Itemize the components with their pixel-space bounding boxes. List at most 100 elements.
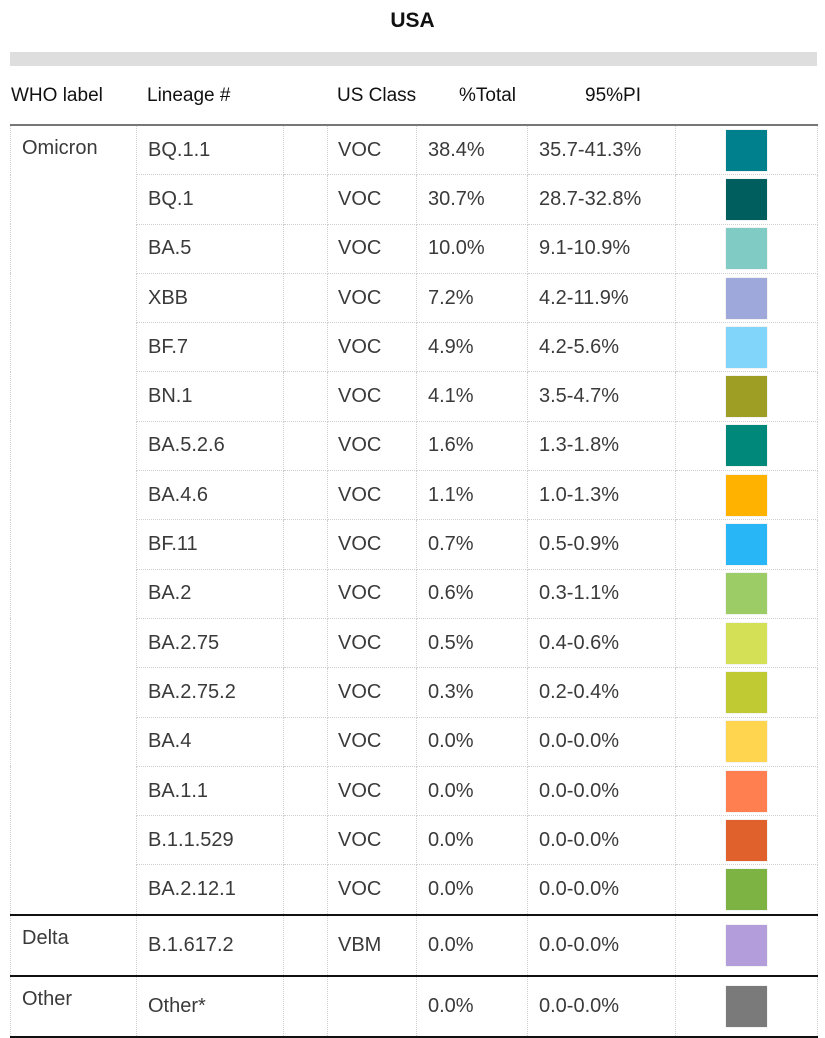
spacer-cell (283, 124, 328, 176)
pi-cell: 0.0-0.0% (527, 975, 676, 1038)
pi-cell: 0.0-0.0% (527, 766, 676, 817)
spacer-cell (283, 519, 328, 570)
table-row: BF.11 VOC 0.7% 0.5-0.9% (11, 519, 818, 570)
page-title: USA (390, 9, 435, 32)
lineage-cell: BF.7 (136, 322, 284, 373)
total-cell: 0.0% (416, 815, 528, 866)
lineage-cell: BA.2 (136, 569, 284, 619)
header-total: %Total (459, 85, 517, 106)
lineage-cell: BQ.1 (136, 174, 284, 225)
us-class-cell: VOC (327, 766, 417, 817)
total-cell: 10.0% (416, 224, 528, 274)
us-class-cell (327, 975, 417, 1038)
pi-cell: 3.5-4.7% (527, 371, 676, 422)
pi-cell: 9.1-10.9% (527, 224, 676, 274)
swatch-cell (675, 421, 818, 472)
total-cell: 38.4% (416, 124, 528, 176)
pi-cell: 35.7-41.3% (527, 124, 676, 176)
spacer-cell (283, 421, 328, 472)
lineage-cell: BA.2.12.1 (136, 864, 284, 916)
lineage-cell: BA.2.75 (136, 618, 284, 669)
color-swatch (726, 228, 767, 270)
total-cell: 0.0% (416, 766, 528, 817)
table-row: Other Other* 0.0% 0.0-0.0% (10, 975, 818, 1038)
color-swatch (726, 770, 767, 812)
us-class-cell: VOC (327, 569, 417, 619)
swatch-cell (675, 322, 818, 373)
who-label-cell: Omicron (10, 124, 137, 916)
table-row: XBB VOC 7.2% 4.2-11.9% (11, 273, 818, 324)
total-cell: 4.9% (416, 322, 528, 373)
total-cell: 7.2% (416, 273, 528, 324)
table-row: BF.7 VOC 4.9% 4.2-5.6% (11, 322, 818, 373)
lineage-cell: BA.5 (136, 224, 284, 274)
spacer-cell (283, 618, 328, 669)
total-cell: 0.0% (416, 975, 528, 1038)
color-swatch (726, 924, 767, 966)
table-row: BA.5 VOC 10.0% 9.1-10.9% (11, 224, 818, 274)
swatch-cell (675, 815, 818, 866)
lineage-cell: BF.11 (136, 519, 284, 570)
lineage-cell: XBB (136, 273, 284, 324)
pi-cell: 0.0-0.0% (527, 717, 676, 767)
table-row: Delta B.1.617.2 VBM 0.0% 0.0-0.0% (10, 913, 818, 977)
total-cell: 0.6% (416, 569, 528, 619)
spacer-cell (283, 667, 328, 718)
pi-cell: 0.4-0.6% (527, 618, 676, 669)
table-row: BQ.1 VOC 30.7% 28.7-32.8% (11, 174, 818, 225)
us-class-cell: VOC (327, 124, 417, 176)
total-cell: 4.1% (416, 371, 528, 422)
spacer-cell (283, 322, 328, 373)
table-row: BA.1.1 VOC 0.0% 0.0-0.0% (11, 766, 818, 817)
lineage-cell: BN.1 (136, 371, 284, 422)
color-swatch (726, 524, 767, 566)
table-row: Omicron BQ.1.1 VOC 38.4% 35.7-41.3% (10, 124, 818, 916)
swatch-cell (675, 470, 818, 521)
table-row: BA.4 VOC 0.0% 0.0-0.0% (11, 717, 818, 767)
total-cell: 0.7% (416, 519, 528, 570)
lineage-cell: B.1.1.529 (136, 815, 284, 866)
spacer-cell (283, 717, 328, 767)
table-row: BA.4.6 VOC 1.1% 1.0-1.3% (11, 470, 818, 521)
swatch-cell (675, 618, 818, 669)
spacer-cell (283, 975, 328, 1038)
swatch-cell (675, 519, 818, 570)
total-cell: 0.0% (416, 717, 528, 767)
us-class-cell: VOC (327, 519, 417, 570)
color-swatch (726, 326, 767, 368)
color-swatch (726, 425, 767, 467)
swatch-cell (675, 913, 818, 977)
lineage-cell: B.1.617.2 (136, 913, 284, 977)
color-swatch (726, 129, 767, 171)
us-class-cell: VOC (327, 371, 417, 422)
us-class-cell: VOC (327, 815, 417, 866)
swatch-cell (675, 174, 818, 225)
us-class-cell: VOC (327, 273, 417, 324)
color-swatch (726, 622, 767, 664)
pi-cell: 0.0-0.0% (527, 864, 676, 916)
header-bar (10, 52, 817, 66)
color-swatch (726, 986, 767, 1028)
spacer-cell (283, 371, 328, 422)
lineage-cell: BA.5.2.6 (136, 421, 284, 472)
header-lineage: Lineage # (147, 85, 231, 106)
table-row: BA.2.75.2 VOC 0.3% 0.2-0.4% (11, 667, 818, 718)
color-swatch (726, 178, 767, 220)
total-cell: 1.6% (416, 421, 528, 472)
who-label-cell: Other (10, 975, 137, 1038)
us-class-cell: VOC (327, 717, 417, 767)
variant-table: Omicron BQ.1.1 VOC 38.4% 35.7-41.3% BQ.1 VOC 30… (10, 124, 818, 1038)
table-row: BA.2.12.1 VOC 0.0% 0.0-0.0% (11, 864, 818, 916)
pi-cell: 0.5-0.9% (527, 519, 676, 570)
total-cell: 30.7% (416, 174, 528, 225)
us-class-cell: VOC (327, 864, 417, 916)
total-cell: 0.0% (416, 864, 528, 916)
swatch-cell (675, 717, 818, 767)
header-us-class: US Class (337, 85, 417, 106)
header-who-label: WHO label (11, 85, 103, 106)
color-swatch (726, 671, 767, 713)
swatch-cell (675, 864, 818, 916)
pi-cell: 0.3-1.1% (527, 569, 676, 619)
swatch-cell (675, 569, 818, 619)
lineage-cell: BA.4.6 (136, 470, 284, 521)
